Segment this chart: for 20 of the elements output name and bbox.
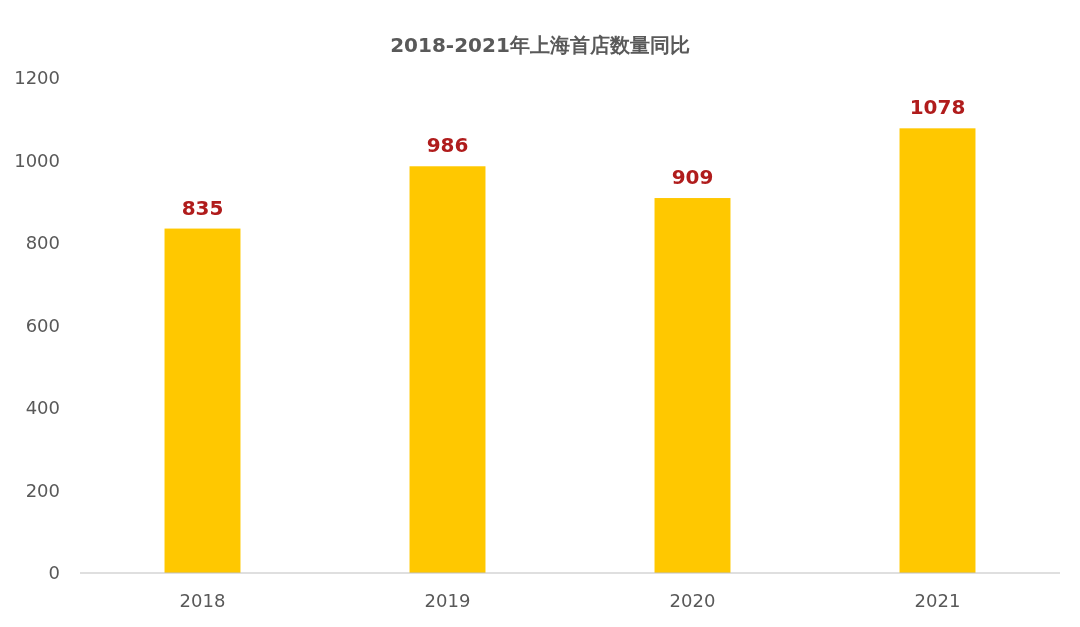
- y-tick-label: 1000: [14, 149, 60, 171]
- x-tick-label: 2019: [424, 590, 471, 611]
- data-label: 909: [671, 165, 714, 190]
- x-tick-label: 2018: [179, 590, 226, 611]
- y-tick-label: 400: [25, 397, 60, 419]
- bar: [899, 128, 976, 573]
- bar: [654, 198, 731, 573]
- y-tick-label: 200: [25, 479, 60, 501]
- chart-title: 2018-2021年上海首店数量同比: [390, 33, 690, 57]
- data-label: 1078: [909, 95, 966, 120]
- bar: [409, 166, 486, 573]
- bar: [164, 228, 241, 573]
- y-tick-label: 1200: [14, 67, 60, 89]
- x-tick-label: 2021: [914, 590, 961, 611]
- y-tick-label: 0: [48, 562, 60, 584]
- x-tick-label: 2020: [669, 590, 716, 611]
- data-label: 835: [181, 195, 224, 220]
- y-tick-label: 600: [25, 314, 60, 336]
- data-label: 986: [426, 133, 469, 158]
- y-tick-label: 800: [25, 232, 60, 254]
